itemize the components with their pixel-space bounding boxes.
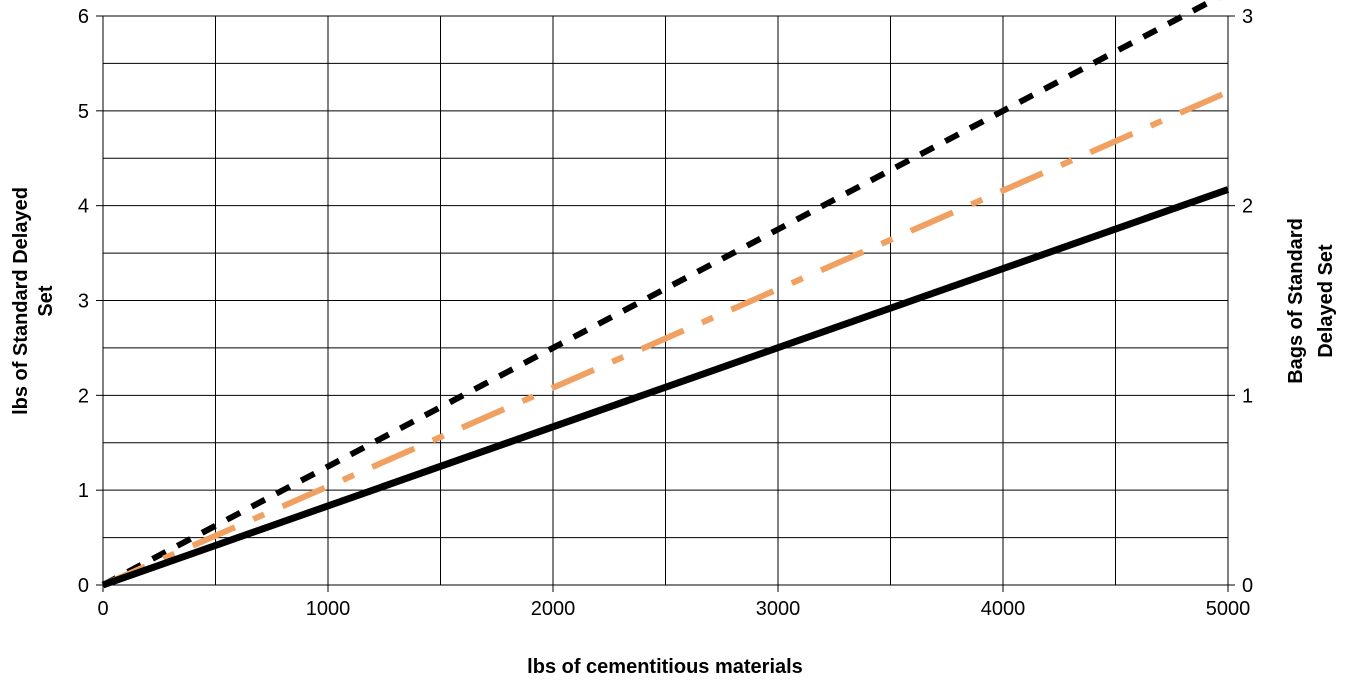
y-axis-title: lbs of Standard Delayed Set	[10, 187, 57, 415]
series-line-3	[101, 186, 1230, 589]
x-tick-label: 5000	[1206, 598, 1251, 620]
x-tick-label: 1000	[306, 598, 351, 620]
y-tick-label: 4	[78, 196, 89, 218]
y-tick-label: 1	[78, 480, 89, 502]
series-line-2	[101, 89, 1230, 588]
y2-tick-label: 1	[1242, 385, 1253, 407]
y2-axis-title: Bags of Standard Delayed Set	[1285, 218, 1337, 384]
y-tick-label: 6	[78, 6, 89, 28]
x-tick-label: 2000	[531, 598, 576, 620]
y2-axis-title-line-1: Bags of Standard	[1285, 218, 1307, 384]
y2-tick-label: 0	[1242, 575, 1253, 597]
grid	[103, 16, 1228, 585]
y-tick-label: 2	[78, 385, 89, 407]
x-tick-label: 3000	[756, 598, 801, 620]
y-axis-title-line-1: lbs of Standard Delayed	[10, 187, 32, 415]
y2-tick-label: 2	[1242, 196, 1253, 218]
y2-axis-title-line-2: Delayed Set	[1315, 244, 1337, 358]
x-tick-label: 0	[97, 598, 108, 620]
y-tick-label: 3	[78, 291, 89, 313]
y-tick-label: 0	[78, 575, 89, 597]
axis-ticks	[96, 15, 1235, 592]
series-layer	[101, 0, 1230, 589]
x-axis-title: lbs of cementitious materials	[527, 656, 803, 678]
x-tick-label: 4000	[981, 598, 1026, 620]
y-tick-label: 5	[78, 101, 89, 123]
y-axis-title-line-2: Set	[35, 285, 57, 316]
y2-tick-label: 3	[1242, 6, 1253, 28]
